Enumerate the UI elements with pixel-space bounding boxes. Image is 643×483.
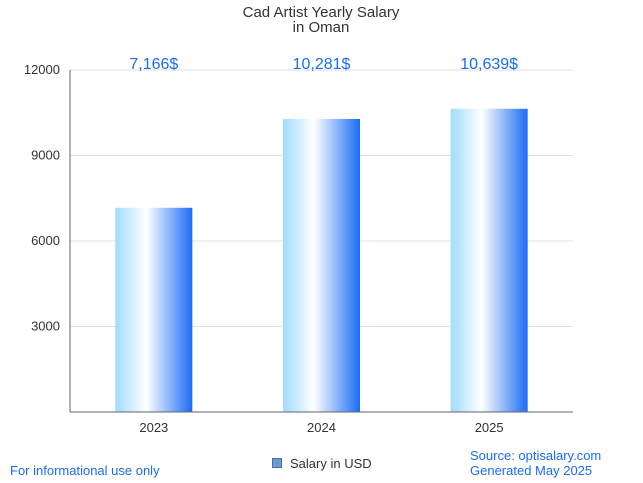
footer-source: Source: optisalary.com — [470, 448, 602, 463]
data-label-2023: 7,166$ — [129, 56, 178, 73]
data-label-2024: 10,281$ — [293, 56, 351, 73]
legend[interactable]: Salary in USD — [272, 455, 372, 471]
y-tick-label-6000: 6000 — [31, 233, 60, 248]
bar-2024 — [283, 118, 360, 412]
y-tick-label-12000: 12000 — [24, 62, 60, 77]
legend-swatch — [272, 458, 282, 468]
y-tick-label-9000: 9000 — [31, 148, 60, 163]
legend-label: Salary in USD — [290, 455, 372, 471]
y-tick-label-3000: 3000 — [31, 319, 60, 334]
chart-title-line-2: in Oman — [293, 19, 350, 36]
x-tick-label-2023: 2023 — [139, 420, 168, 435]
bars — [115, 108, 528, 412]
x-tick-label-2025: 2025 — [475, 420, 504, 435]
footer-note: For informational use only — [10, 463, 160, 478]
data-labels: 7,166$ 10,281$ 10,639$ — [129, 56, 518, 73]
x-tick-label-2024: 2024 — [307, 420, 336, 435]
chart-title-line-1: Cad Artist Yearly Salary — [243, 4, 400, 21]
data-label-2025: 10,639$ — [460, 56, 518, 73]
axes: 3000 6000 9000 12000 2023 2024 2025 — [24, 62, 573, 435]
bar-2025 — [450, 108, 528, 412]
footer-generated: Generated May 2025 — [470, 463, 593, 478]
bar-2023 — [115, 207, 193, 412]
